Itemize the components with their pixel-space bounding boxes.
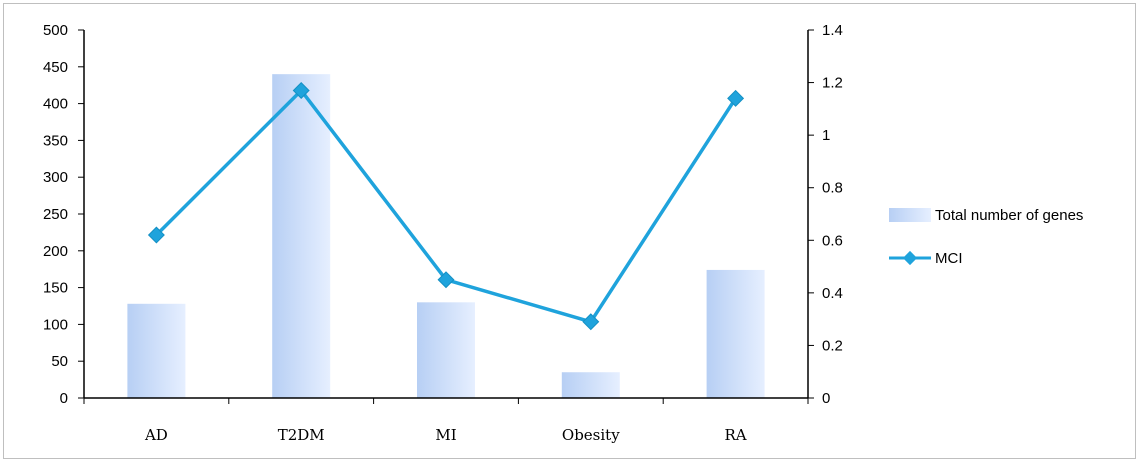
- right-tick-label: 0.6: [822, 232, 843, 249]
- left-tick-label: 0: [60, 390, 68, 407]
- x-tick-label-obesity: Obesity: [562, 426, 620, 444]
- left-tick-label: 450: [43, 59, 68, 76]
- left-tick-label: 150: [43, 280, 68, 297]
- mci-point-ad: [147, 226, 165, 244]
- mci-point-mi: [437, 271, 455, 289]
- x-tick-label-t2dm: T2DM: [278, 426, 325, 444]
- right-tick-label: 1.4: [822, 22, 843, 39]
- left-tick-label: 50: [51, 353, 68, 370]
- legend-label-mci: MCI: [935, 250, 963, 267]
- right-tick-label: 0: [822, 390, 830, 407]
- axes-layer: 0 50 100 150 200 250 300 350 400 450 500 0 0.2 0.4 0.6…: [43, 22, 843, 444]
- mci-point-ra: [727, 89, 745, 107]
- left-tick-label: 350: [43, 132, 68, 149]
- right-tick-label: 1: [822, 127, 830, 144]
- mci-point-obesity: [582, 313, 600, 331]
- legend-label-genes: Total number of genes: [935, 207, 1083, 224]
- x-tick-label-mi: MI: [435, 426, 456, 444]
- bars-layer: [127, 74, 765, 398]
- right-tick-label: 0.2: [822, 337, 843, 354]
- left-tick-label: 500: [43, 22, 68, 39]
- left-tick-label: 250: [43, 206, 68, 223]
- legend: Total number of genes MCI: [889, 207, 1083, 267]
- bar-obesity: [561, 372, 620, 398]
- left-tick-label: 300: [43, 169, 68, 186]
- legend-swatch-mci-marker: [902, 250, 918, 266]
- left-tick-label: 100: [43, 316, 68, 333]
- line-layer: [147, 81, 745, 331]
- bar-mi: [417, 302, 475, 398]
- left-tick-label: 200: [43, 243, 68, 260]
- legend-swatch-genes: [889, 208, 931, 222]
- x-tick-label-ra: RA: [725, 426, 747, 444]
- x-tick-label-ad: AD: [144, 426, 168, 444]
- mci-point-t2dm: [292, 81, 310, 99]
- right-tick-label: 0.4: [822, 285, 843, 302]
- right-tick-label: 1.2: [822, 75, 843, 92]
- left-tick-label: 400: [43, 96, 68, 113]
- bar-t2dm: [272, 74, 331, 398]
- right-tick-label: 0.8: [822, 180, 843, 197]
- bar-ra: [706, 269, 765, 398]
- bar-ad: [127, 303, 186, 398]
